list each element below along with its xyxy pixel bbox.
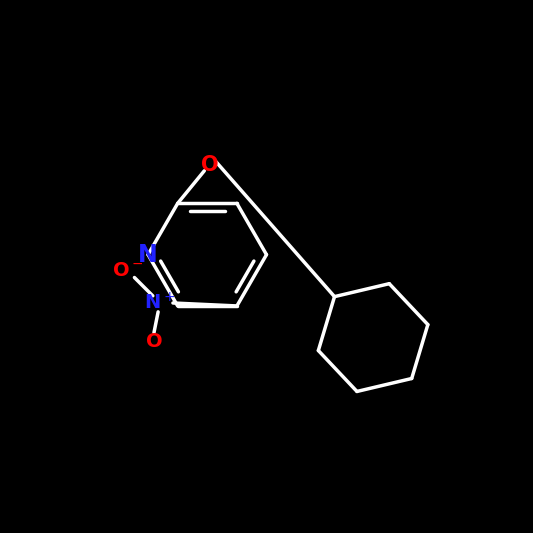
Text: O$^-$: O$^-$ [111,261,143,280]
Text: O: O [146,332,162,351]
Text: N$^+$: N$^+$ [144,292,175,313]
Text: N: N [138,243,158,266]
Text: O: O [201,155,219,175]
